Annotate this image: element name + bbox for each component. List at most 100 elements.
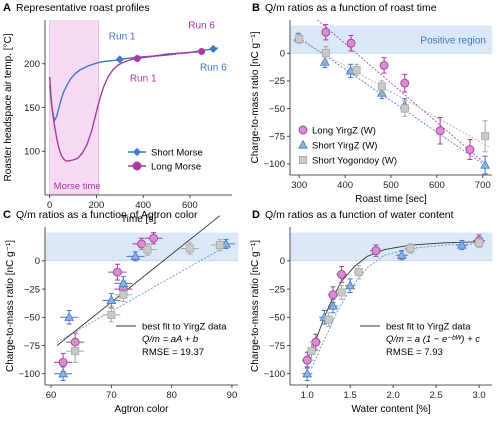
data-point-C-2-0 [71,347,80,356]
x-axis-label-D: Water content [%] [351,404,430,415]
panel-label-D: D [252,209,260,221]
x-axis-label-A: Time [s] [121,214,156,225]
rmse-label-C: RMSE = 19.37 [142,347,204,358]
x-tick-label-D-4: 3.0 [472,390,485,401]
data-point-C-0-5 [149,233,159,243]
x-tick-label-D-3: 2.5 [430,390,443,401]
y-tick-label-C-2: −50 [24,313,40,324]
series-marker-A-1-1 [198,48,206,55]
y-tick-label-C-0: 0 [35,256,40,267]
legend-marker-B-2 [298,155,307,164]
x-axis-label-B: Roast time [sec] [355,194,427,205]
x-tick-label-C-0: 60 [46,390,57,401]
data-point-B-0-1 [346,38,356,48]
data-point-B-0-5 [465,145,475,154]
run-annotation-A-1: Run 1 [130,74,157,85]
x-tick-label-B-3: 600 [429,180,445,191]
x-tick-label-A-2: 400 [135,200,151,211]
fit-equation-D: Q/m = a (1 − e⁻ᵇᵂ) + c [386,334,480,345]
x-tick-label-A-1: 200 [88,200,104,211]
fit2-line-C [56,249,221,343]
data-point-C-1-2 [106,295,117,304]
data-point-C-1-0 [58,368,68,378]
data-point-B-1-3 [376,87,387,97]
data-point-B-2-4 [400,104,409,113]
data-point-B-2-2 [352,65,361,74]
y-tick-label-B-2: −50 [269,104,285,115]
legend-marker-B-0 [298,125,308,135]
x-tick-label-A-3: 600 [182,200,198,211]
data-point-C-2-3 [143,245,152,254]
fit-equation-C: Q/m = aA + b [142,334,198,345]
y-axis-label-A: Roaster headspace air temp. [°C] [3,33,14,181]
y-tick-label-D-2: −50 [269,313,285,324]
panel-label-C: C [3,209,11,221]
x-tick-label-B-2: 500 [383,180,399,191]
x-tick-label-B-4: 700 [475,180,491,191]
data-point-D-0-2 [328,290,338,300]
fit2-line-D [311,243,484,369]
legend-label-C: best fit to YirgZ data [142,322,227,333]
y-tick-label-C-1: −25 [24,284,40,295]
data-point-C-2-2 [119,290,128,299]
panel-title-A: Representative roast profiles [16,2,150,14]
run-annotation-A-2: Run 6 [188,20,215,31]
legend-label-B-0: Long YirgZ (W) [312,126,376,137]
data-point-D-2-5 [475,238,484,247]
data-point-D-0-4 [371,246,381,256]
y-tick-label-D-3: −75 [269,341,285,352]
fit-line-D [306,241,484,361]
y-tick-label-A-1: 150 [24,103,40,114]
data-point-B-0-3 [400,78,410,88]
series-fit-B-2 [299,39,490,148]
legend-marker-B-1 [298,139,308,149]
series-marker-A-1-0 [133,55,141,62]
panel-label-B: B [252,2,260,14]
data-point-C-1-4 [130,251,141,260]
x-tick-label-A-0: 0 [47,200,52,211]
data-point-D-1-2 [328,300,338,310]
y-tick-label-D-0: 0 [280,256,285,267]
y-tick-label-B-4: −100 [264,159,285,170]
data-point-C-0-2 [112,267,122,277]
run-annotation-A-3: Run 6 [200,62,227,73]
series-fit-B-1 [298,37,490,169]
y-tick-label-C-3: −75 [24,341,40,352]
y-tick-label-A-0: 100 [24,147,40,158]
x-tick-label-D-2: 2.0 [387,390,400,401]
data-point-C-0-0 [58,357,68,367]
legend-marker-A-1 [132,161,142,171]
series-marker-A-0-1 [209,44,218,53]
data-point-D-1-0 [302,368,313,378]
fit-line-C [56,215,221,346]
data-point-C-2-1 [107,311,116,320]
series-marker-A-0-0 [115,55,124,64]
data-point-D-0-3 [337,269,347,279]
data-point-C-1-1 [64,312,75,321]
data-point-D-2-3 [354,268,363,277]
x-tick-label-B-1: 400 [337,180,353,191]
legend-label-B-1: Short YirgZ (W) [312,141,377,152]
data-point-B-0-0 [321,27,331,37]
data-point-D-2-1 [324,315,333,324]
data-point-D-1-4 [396,249,407,259]
panel-title-B: Q/m ratios as a function of roast time [265,2,437,14]
series-fit-B-0 [317,19,484,163]
rmse-label-D: RMSE = 7.93 [386,347,443,358]
long-morse-dotted-A [143,50,202,59]
x-tick-label-D-0: 1.0 [301,390,314,401]
data-point-B-2-1 [321,49,330,58]
data-point-D-1-5 [457,239,467,249]
legend-label-B-2: Short Yogondoy (W) [312,156,397,167]
panel-title-C: Q/m ratios as a function of Agtron color [16,209,198,221]
y-tick-label-C-4: −100 [19,369,40,380]
y-tick-label-B-1: −25 [269,76,285,87]
data-point-D-2-2 [337,288,346,297]
y-tick-label-A-2: 200 [24,59,40,70]
legend-label-A-0: Short Morse [151,148,203,159]
y-axis-label-D: Charge-to-mass ratio [nC g⁻¹] [250,240,261,372]
data-point-B-0-2 [379,60,389,70]
data-point-D-2-4 [406,244,415,253]
y-axis-label-C: Charge-to-mass ratio [nC g⁻¹] [5,240,16,372]
